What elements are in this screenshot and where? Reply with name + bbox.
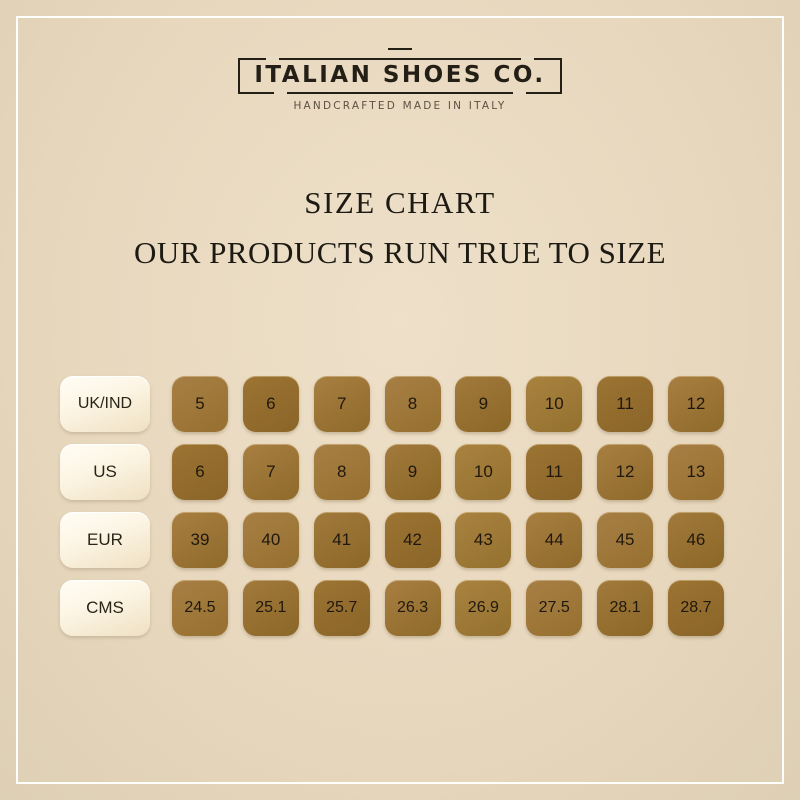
size-cell: 43: [455, 512, 512, 568]
table-row: US 6 7 8 9 10 11 12 13: [60, 444, 724, 500]
table-row: UK/IND 5 6 7 8 9 10 11 12: [60, 376, 724, 432]
size-cell: 8: [313, 444, 370, 500]
row-values-eur: 39 40 41 42 43 44 45 46: [172, 512, 724, 568]
size-cell: 27.5: [526, 580, 583, 636]
size-cell: 8: [384, 376, 441, 432]
size-cell: 7: [313, 376, 370, 432]
size-cell: 41: [313, 512, 370, 568]
page-title: SIZE CHART: [304, 185, 496, 220]
brand-border-nick-top-left: [266, 56, 280, 62]
row-values-us: 6 7 8 9 10 11 12 13: [172, 444, 724, 500]
size-cell: 10: [455, 444, 512, 500]
row-values-cms: 24.5 25.1 25.7 26.3 26.9 27.5 28.1 28.7: [172, 580, 724, 636]
page-subtitle: OUR PRODUCTS RUN TRUE TO SIZE: [133, 234, 667, 270]
size-cell: 11: [526, 444, 583, 500]
size-cell: 7: [242, 444, 299, 500]
size-cell: 9: [455, 376, 512, 432]
brand-tick-mark: [387, 48, 412, 50]
size-cell: 12: [667, 376, 724, 432]
size-cell: 46: [667, 512, 724, 568]
brand-border-nick-bottom-right: [512, 90, 526, 96]
brand-tagline: HANDCRAFTED MADE IN ITALY: [293, 100, 507, 112]
size-cell: 24.5: [172, 580, 228, 636]
size-cell: 25.7: [313, 580, 370, 636]
size-cell: 11: [597, 376, 654, 432]
row-label-eur: EUR: [60, 512, 150, 568]
page-headings: SIZE CHART OUR PRODUCTS RUN TRUE TO SIZE: [0, 182, 800, 274]
size-cell: 5: [172, 376, 228, 432]
size-cell: 45: [597, 512, 654, 568]
size-cell: 26.3: [384, 580, 441, 636]
size-cell: 26.9: [455, 580, 512, 636]
brand-border-nick-top-right: [520, 56, 534, 62]
size-cell: 25.1: [242, 580, 299, 636]
brand-logo-box: ITALIAN SHOES CO.: [238, 48, 562, 96]
brand-logo: ITALIAN SHOES CO. HANDCRAFTED MADE IN IT…: [0, 48, 800, 112]
size-cell: 9: [384, 444, 441, 500]
size-cell: 28.1: [597, 580, 654, 636]
size-cell: 13: [667, 444, 724, 500]
size-cell: 42: [384, 512, 441, 568]
table-row: CMS 24.5 25.1 25.7 26.3 26.9 27.5 28.1 2…: [60, 580, 724, 636]
table-row: EUR 39 40 41 42 43 44 45 46: [60, 512, 724, 568]
brand-border-nick-bottom-left: [274, 90, 288, 96]
size-cell: 44: [526, 512, 583, 568]
size-cell: 10: [526, 376, 583, 432]
size-cell: 6: [242, 376, 299, 432]
size-cell: 6: [172, 444, 228, 500]
brand-name: ITALIAN SHOES CO.: [254, 62, 546, 88]
row-label-cms: CMS: [60, 580, 150, 636]
row-label-us: US: [60, 444, 150, 500]
size-cell: 12: [597, 444, 654, 500]
row-label-uk-ind: UK/IND: [60, 376, 150, 432]
size-chart-table: UK/IND 5 6 7 8 9 10 11 12 US 6 7 8 9 10 …: [60, 376, 724, 636]
size-cell: 40: [242, 512, 299, 568]
decorative-frame: [16, 16, 784, 784]
size-cell: 28.7: [667, 580, 724, 636]
size-cell: 39: [172, 512, 228, 568]
row-values-uk-ind: 5 6 7 8 9 10 11 12: [172, 376, 724, 432]
